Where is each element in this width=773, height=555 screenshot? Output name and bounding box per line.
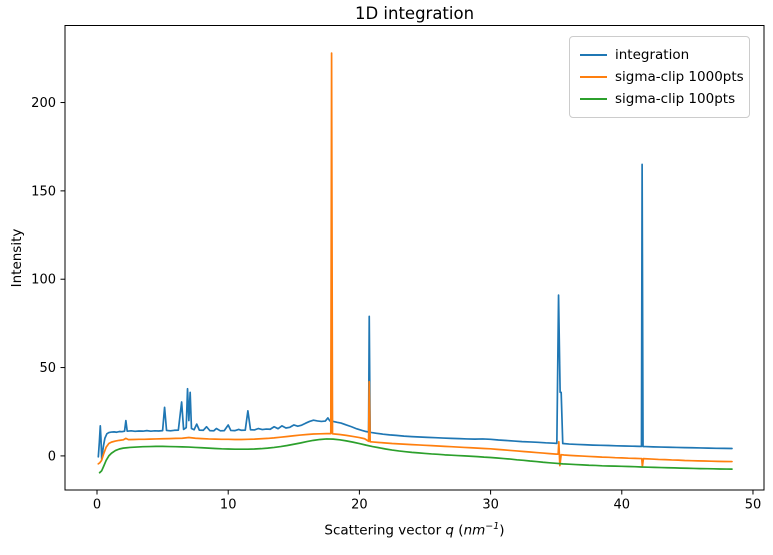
legend-label-integration: integration <box>615 47 690 63</box>
x-axis-label-prefix: Scattering vector <box>324 522 446 539</box>
legend: integration sigma-clip 1000pts sigma-cli… <box>569 36 750 118</box>
y-axis-label: Intensity <box>9 228 25 288</box>
x-axis-label: Scattering vector q (nm−1) <box>65 521 764 539</box>
x-axis-label-q: q <box>445 522 454 539</box>
legend-entry-sigma-clip-100pts: sigma-clip 100pts <box>580 88 739 110</box>
series-sigma-clip-1000pts <box>97 52 733 468</box>
x-tick-label: 20 <box>351 498 368 513</box>
legend-line-integration <box>580 54 607 56</box>
y-tick-label: 0 <box>48 449 56 464</box>
x-axis-label-close-paren: ) <box>499 522 505 539</box>
x-tick-label: 10 <box>220 498 237 513</box>
y-tick-label: 100 <box>31 273 56 288</box>
x-axis-label-nm: nm <box>463 522 486 539</box>
x-axis-label-open-paren: ( <box>454 522 464 539</box>
x-tick-label: 50 <box>745 498 762 513</box>
x-tick-label: 30 <box>482 498 499 513</box>
legend-entry-sigma-clip-1000pts: sigma-clip 1000pts <box>580 66 744 88</box>
legend-line-sigma-clip-1000pts <box>580 76 607 78</box>
legend-line-sigma-clip-100pts <box>580 98 607 100</box>
x-tick-label: 40 <box>614 498 631 513</box>
y-tick-label: 200 <box>31 96 56 111</box>
series-sigma-clip-100pts <box>98 438 733 474</box>
y-tick-label: 50 <box>39 361 56 376</box>
x-axis-label-exponent: −1 <box>485 521 500 532</box>
axes-frame <box>64 25 765 491</box>
legend-entry-integration: integration <box>580 44 739 66</box>
legend-label-sigma-clip-100pts: sigma-clip 100pts <box>615 91 736 107</box>
legend-label-sigma-clip-1000pts: sigma-clip 1000pts <box>615 69 744 85</box>
series-integration <box>97 163 733 461</box>
chart-title: 1D integration <box>354 4 475 23</box>
x-tick-label: 0 <box>93 498 101 513</box>
y-tick-label: 150 <box>31 184 56 199</box>
